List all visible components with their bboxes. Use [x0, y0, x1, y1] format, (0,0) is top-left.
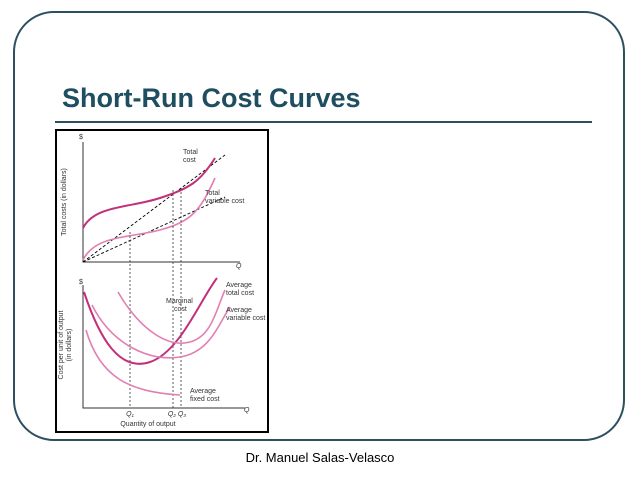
average-variable-cost-curve	[91, 304, 231, 359]
bottom-y-label: Cost per unit of output(in dollars)	[58, 311, 73, 380]
average-fixed-cost-curve	[85, 329, 181, 396]
figure-border	[55, 129, 269, 433]
bottom-x-symbol: Q	[244, 407, 250, 414]
quantity-mark: Q₂ Q₃	[168, 411, 187, 418]
top-x-symbol: Q	[236, 263, 242, 270]
curve-label: Average total cost	[226, 282, 254, 297]
average-total-cost-curve	[117, 289, 226, 344]
x-axis-label: Quantity of output	[120, 421, 175, 428]
curve-label: Average variable cost	[226, 307, 265, 322]
curve-label: Total variable cost	[205, 190, 244, 205]
top-y-symbol: $	[79, 134, 83, 141]
slide-frame	[13, 11, 625, 441]
top-y-label: Total costs (in dollars)	[61, 168, 68, 236]
curve-label: Total cost	[183, 149, 198, 164]
curve-label: Marginal cost	[166, 298, 193, 313]
figure: $ Q Total costs (in dollars) Total cost T…	[55, 129, 269, 433]
bottom-y-symbol: $	[79, 279, 83, 286]
ray	[82, 196, 226, 263]
total-cost-curve	[82, 157, 216, 229]
bottom-axes	[82, 285, 245, 409]
curve-label: Average fixed cost	[190, 388, 220, 403]
total-variable-cost-curve	[82, 177, 216, 261]
marginal-cost-curve	[83, 277, 218, 365]
quantity-mark: Q₁	[126, 411, 134, 418]
footer-author: Dr. Manuel Salas-Velasco	[246, 450, 395, 465]
slide-title: Short-Run Cost Curves	[62, 83, 361, 113]
